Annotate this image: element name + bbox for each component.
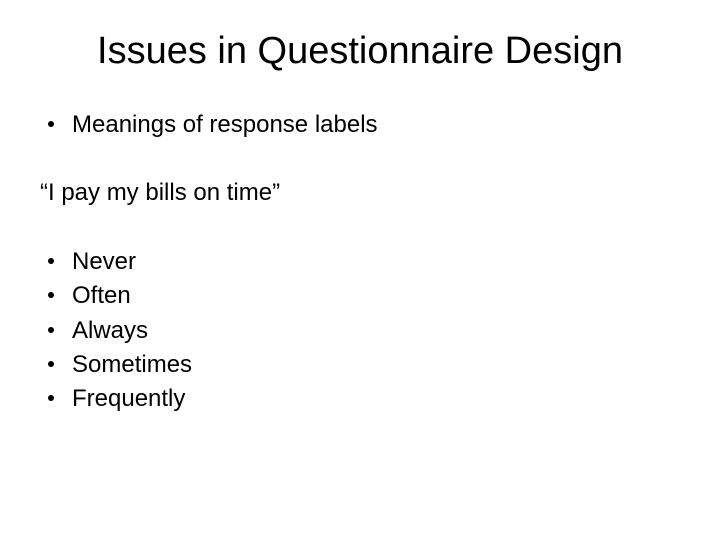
- response-label: Often: [72, 280, 690, 312]
- bullet-icon: [48, 292, 54, 298]
- response-option: Sometimes: [30, 349, 690, 381]
- response-option: Always: [30, 315, 690, 347]
- response-option-list: Never Often Always Sometimes Frequently: [30, 246, 690, 416]
- response-option: Frequently: [30, 383, 690, 415]
- response-option: Often: [30, 280, 690, 312]
- response-label: Never: [72, 246, 690, 278]
- example-statement: “I pay my bills on time”: [40, 177, 690, 209]
- response-label: Frequently: [72, 383, 690, 415]
- bullet-icon: [48, 361, 54, 367]
- bullet-item: Meanings of response labels: [30, 109, 690, 141]
- slide: Issues in Questionnaire Design Meanings …: [0, 0, 720, 540]
- response-label: Always: [72, 315, 690, 347]
- bullet-icon: [48, 121, 54, 127]
- bullet-text: Meanings of response labels: [72, 109, 690, 141]
- bullet-icon: [48, 395, 54, 401]
- response-label: Sometimes: [72, 349, 690, 381]
- response-option: Never: [30, 246, 690, 278]
- slide-title: Issues in Questionnaire Design: [30, 30, 690, 73]
- bullet-icon: [48, 327, 54, 333]
- bullet-icon: [48, 258, 54, 264]
- slide-body: Meanings of response labels “I pay my bi…: [30, 109, 690, 416]
